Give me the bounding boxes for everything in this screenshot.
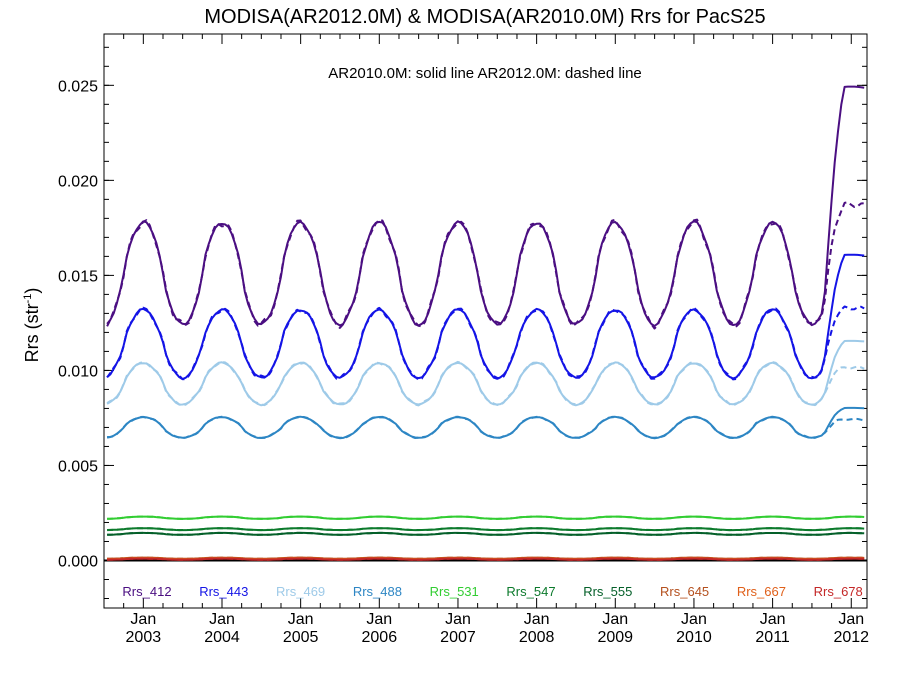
y-axis-label: Rrs (str-1)	[22, 288, 42, 363]
x-tick-year: 2009	[597, 629, 633, 646]
x-tick-year: 2006	[362, 629, 398, 646]
plot-frame	[103, 33, 868, 609]
y-tick-label: 0.010	[58, 363, 98, 380]
legend-Rrs_678: Rrs_678	[814, 584, 863, 599]
legend: Rrs_412 Rrs_443 Rrs_469 Rrs_488 Rrs_531 Rrs_5…	[122, 584, 862, 599]
x-tick-month: Jan	[130, 611, 156, 628]
legend-Rrs_645: Rrs_645	[660, 584, 709, 599]
series-Rrs_469-dashed	[106, 360, 865, 407]
series-Rrs_678-dashed	[107, 557, 865, 561]
series-Rrs_531-dashed	[107, 515, 865, 520]
x-tick-month: Jan	[524, 611, 550, 628]
legend-Rrs_555: Rrs_555	[583, 584, 632, 599]
axes-layer: 0.0000.0050.0100.0150.0200.025Jan2003Jan…	[58, 34, 869, 646]
series-layer	[106, 85, 865, 561]
legend-Rrs_531: Rrs_531	[430, 584, 479, 599]
y-tick-label: 0.025	[58, 78, 98, 95]
series-Rrs_555-dashed	[107, 531, 865, 536]
series-Rrs_488-solid	[106, 406, 865, 440]
x-tick-month: Jan	[681, 611, 707, 628]
x-tick-month: Jan	[366, 611, 392, 628]
legend-Rrs_469: Rrs_469	[276, 584, 325, 599]
y-tick-label: 0.020	[58, 173, 98, 190]
x-tick-year: 2007	[440, 629, 476, 646]
y-tick-label: 0.015	[58, 268, 98, 285]
x-tick-month: Jan	[838, 611, 864, 628]
x-tick-year: 2004	[204, 629, 240, 646]
series-Rrs_412-dashed	[106, 201, 865, 330]
x-tick-month: Jan	[209, 611, 235, 628]
chart-title: MODISA(AR2012.0M) & MODISA(AR2010.0M) Rr…	[204, 6, 765, 28]
x-tick-year: 2008	[519, 629, 555, 646]
y-tick-label: 0.005	[58, 458, 98, 475]
legend-Rrs_667: Rrs_667	[737, 584, 786, 599]
legend-Rrs_547: Rrs_547	[506, 584, 555, 599]
series-Rrs_443-solid	[106, 253, 865, 381]
x-tick-year: 2012	[833, 629, 869, 646]
x-tick-year: 2005	[283, 629, 319, 646]
annotation-text: AR2010.0M: solid line AR2012.0M: dashed …	[328, 65, 642, 82]
y-tick-label: 0.000	[58, 553, 98, 570]
legend-Rrs_443: Rrs_443	[199, 584, 248, 599]
series-Rrs_547-dashed	[107, 527, 865, 532]
legend-Rrs_488: Rrs_488	[353, 584, 402, 599]
legend-Rrs_412: Rrs_412	[122, 584, 171, 599]
series-Rrs_488-dashed	[107, 415, 865, 440]
x-tick-month: Jan	[602, 611, 628, 628]
x-tick-month: Jan	[288, 611, 314, 628]
series-Rrs_412-solid	[106, 85, 865, 327]
series-Rrs_443-dashed	[106, 305, 865, 381]
x-tick-year: 2011	[755, 629, 790, 646]
x-tick-year: 2003	[126, 629, 162, 646]
x-tick-year: 2010	[676, 629, 712, 646]
x-tick-month: Jan	[445, 611, 471, 628]
x-tick-month: Jan	[760, 611, 786, 628]
